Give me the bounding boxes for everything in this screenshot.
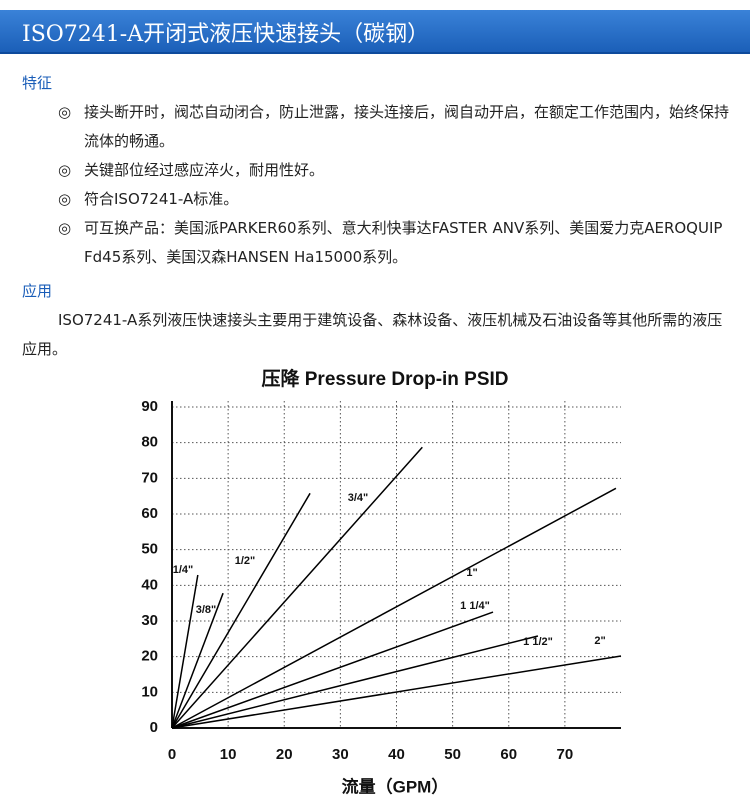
features-heading: 特征	[22, 74, 53, 92]
x-tick-label: 40	[388, 746, 405, 763]
feature-item: ◎ 可互换产品：美国派PARKER60系列、意大利快事达FASTER ANV系列、…	[58, 214, 743, 272]
series-line	[171, 611, 494, 729]
x-tick-label: 20	[276, 746, 293, 763]
x-tick-label: 70	[557, 746, 574, 763]
application-heading: 应用	[22, 282, 53, 300]
series-label: 3/4"	[348, 492, 369, 504]
y-tick-label: 30	[141, 612, 158, 629]
y-tick-label: 0	[150, 719, 158, 736]
x-axis-label: 流量（GPM）	[342, 776, 449, 796]
bullet: ◎	[58, 103, 72, 121]
series-line	[171, 635, 539, 729]
chart: 压降 Pressure Drop-in PSID 流量（GPM） 0 10 20 30…	[141, 367, 622, 796]
x-tick-label: 50	[444, 746, 461, 763]
bullet: ◎	[58, 219, 72, 237]
series-label: 1/2"	[235, 555, 256, 567]
x-tick-label: 60	[500, 746, 517, 763]
feature-text: 可互换产品：美国派PARKER60系列、意大利快事达FASTER ANV系列、美…	[84, 219, 723, 266]
series-label: 1"	[466, 567, 477, 579]
series-line	[171, 655, 622, 729]
y-tick-label: 90	[141, 398, 158, 415]
y-tick-label: 60	[141, 505, 158, 522]
feature-text: 关键部位经过感应淬火，耐用性好。	[84, 161, 325, 179]
application-text: ISO7241-A系列液压快速接头主要用于建筑设备、森林设备、液压机械及石油设备…	[22, 311, 723, 358]
series-line	[171, 446, 423, 729]
series-label: 1/4"	[173, 564, 194, 576]
y-tick-label: 50	[141, 541, 158, 558]
page-title: ISO7241-A开闭式液压快速接头（碳钢）	[22, 22, 430, 47]
series-label: 3/8"	[196, 604, 217, 616]
x-tick-label: 10	[220, 746, 237, 763]
x-tick-label: 0	[168, 746, 176, 763]
bullet: ◎	[58, 190, 72, 208]
y-tick-label: 10	[141, 683, 158, 700]
feature-item: ◎ 接头断开时，阀芯自动闭合，防止泄露，接头连接后，阀自动开启，在额定工作范围内，…	[58, 98, 743, 156]
y-tick-label: 40	[141, 576, 158, 593]
series-line	[171, 492, 311, 729]
title-bar: ISO7241-A开闭式液压快速接头（碳钢）	[0, 10, 750, 54]
series-line	[171, 487, 617, 729]
chart-title: 压降 Pressure Drop-in PSID	[261, 367, 508, 390]
series-label: 1 1/2"	[523, 636, 553, 648]
feature-text: 符合ISO7241-A标准。	[84, 190, 239, 208]
feature-list: ◎ 接头断开时，阀芯自动闭合，防止泄露，接头连接后，阀自动开启，在额定工作范围内，…	[58, 98, 743, 272]
y-tick-label: 70	[141, 469, 158, 486]
bullet: ◎	[58, 161, 72, 179]
series-label: 2"	[594, 635, 605, 647]
feature-item: ◎ 符合ISO7241-A标准。	[58, 185, 743, 214]
feature-text: 接头断开时，阀芯自动闭合，防止泄露，接头连接后，阀自动开启，在额定工作范围内，始…	[84, 103, 730, 150]
y-tick-label: 80	[141, 434, 158, 451]
series-line	[171, 574, 199, 729]
feature-item: ◎ 关键部位经过感应淬火，耐用性好。	[58, 156, 743, 185]
series-line	[171, 592, 224, 729]
series-label: 1 1/4"	[460, 600, 490, 612]
x-tick-label: 30	[332, 746, 349, 763]
y-tick-label: 20	[141, 648, 158, 665]
